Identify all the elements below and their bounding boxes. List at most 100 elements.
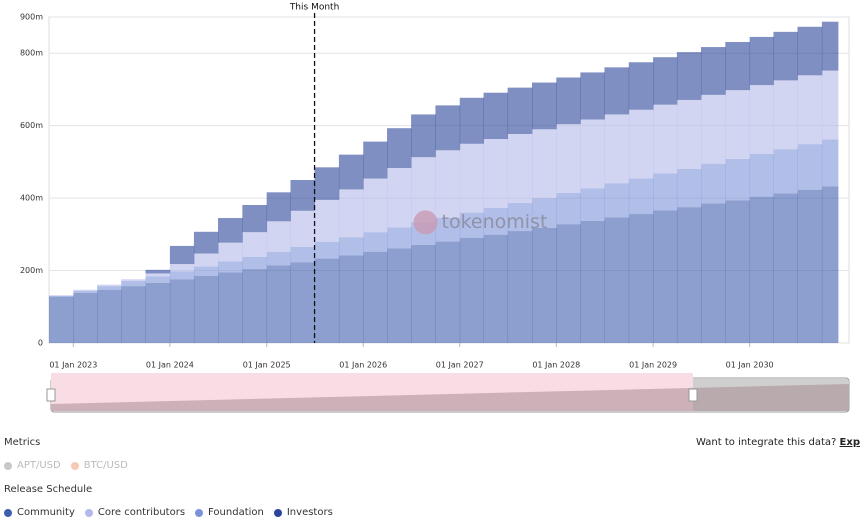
x-tick-label: 01 Jan 2023 [49,361,97,370]
area-step [773,149,798,194]
x-tick-label: 01 Jan 2025 [243,361,291,370]
area-step [145,276,171,283]
navigator[interactable] [46,373,850,413]
area-step [169,279,195,343]
area-step [387,248,412,343]
area-step [338,189,364,238]
area-step [700,163,726,204]
area-step [266,221,291,252]
area-step [49,295,74,296]
x-tick-label: 01 Jan 2026 [339,361,387,370]
legend-label: Foundation [208,507,264,518]
area-step [604,67,630,115]
area-step [459,237,484,343]
area-step [653,173,678,211]
area-step [121,286,146,343]
watermark: tokenomist [442,211,548,233]
area-step [797,75,823,145]
metric-item[interactable]: BTC/USD [70,460,128,471]
area-step [628,214,654,343]
navigator-handle[interactable] [688,388,698,402]
legend-dot [70,461,79,470]
x-tick-label: 01 Jan 2029 [629,361,677,370]
area-step [314,258,340,343]
area-step [676,52,702,100]
area-step [145,269,171,274]
area-step [821,70,839,140]
area-step [773,80,798,150]
y-tick-label: 900m [20,13,43,22]
legend-label: Core contributors [97,507,186,518]
metric-item[interactable]: APT/USD [4,460,61,471]
area-step [193,231,219,254]
area-step [266,251,291,266]
area-step [653,210,678,343]
area-step [121,281,146,287]
series-area [49,139,839,297]
area-step [411,114,436,158]
area-step [483,139,509,208]
area-step [97,284,122,287]
area-step [290,210,315,248]
legend-item[interactable]: Community [4,507,75,518]
area-step [749,153,774,197]
legend-item[interactable]: Investors [273,507,333,518]
area-step [507,87,533,134]
area-step [556,193,581,225]
area-step [725,41,751,91]
area-step [242,269,268,343]
area-step [145,273,171,277]
x-tick-label: 01 Jan 2030 [726,361,774,370]
area-step [653,104,678,174]
area-step [435,217,461,242]
area-step [73,289,98,291]
area-step [314,167,340,200]
x-tick-label: 01 Jan 2027 [436,361,484,370]
area-step [97,286,122,290]
legend-label: BTC/USD [83,460,128,471]
area-step [266,192,291,222]
area-step [580,119,605,189]
area-step [507,133,533,203]
area-step [435,150,461,218]
area-step [797,189,823,343]
area-step [797,26,823,76]
area-step [242,204,268,233]
x-tick-label: 01 Jan 2024 [146,361,194,370]
area-step [604,114,630,184]
area-step [531,198,557,228]
area-step [700,203,726,343]
area-step [387,168,412,228]
legend: Community Core contributors Foundation Inve… [4,507,343,520]
cta-link[interactable]: Exp [839,437,860,448]
legend-item[interactable]: Core contributors [84,507,186,518]
area-step [218,218,243,243]
area-step [242,232,268,257]
legend-dot [273,508,282,517]
this-month-label: This Month [289,3,339,13]
y-tick-label: 600m [20,121,43,130]
y-tick-label: 200m [20,266,43,275]
area-step [749,36,774,86]
legend-item[interactable]: Foundation [195,507,264,518]
area-step [338,255,364,343]
area-step [338,237,364,256]
legend-label: Community [17,507,75,518]
plot [49,16,849,344]
area-step [49,296,74,343]
area-step [676,99,702,169]
area-step [73,290,98,294]
cta: Want to integrate this data? Exp [696,437,860,448]
cta-text: Want to integrate this data? [696,437,837,448]
area-step [363,251,388,343]
y-tick-label: 0 [38,339,43,348]
series-area [49,186,839,343]
legend-label: APT/USD [17,460,61,471]
area-step [725,90,751,159]
area-step [363,141,388,179]
navigator-handle[interactable] [46,388,56,402]
area-step [797,144,823,190]
area-step [628,62,654,110]
area-step [676,207,702,343]
x-tick-label: 01 Jan 2028 [532,361,580,370]
